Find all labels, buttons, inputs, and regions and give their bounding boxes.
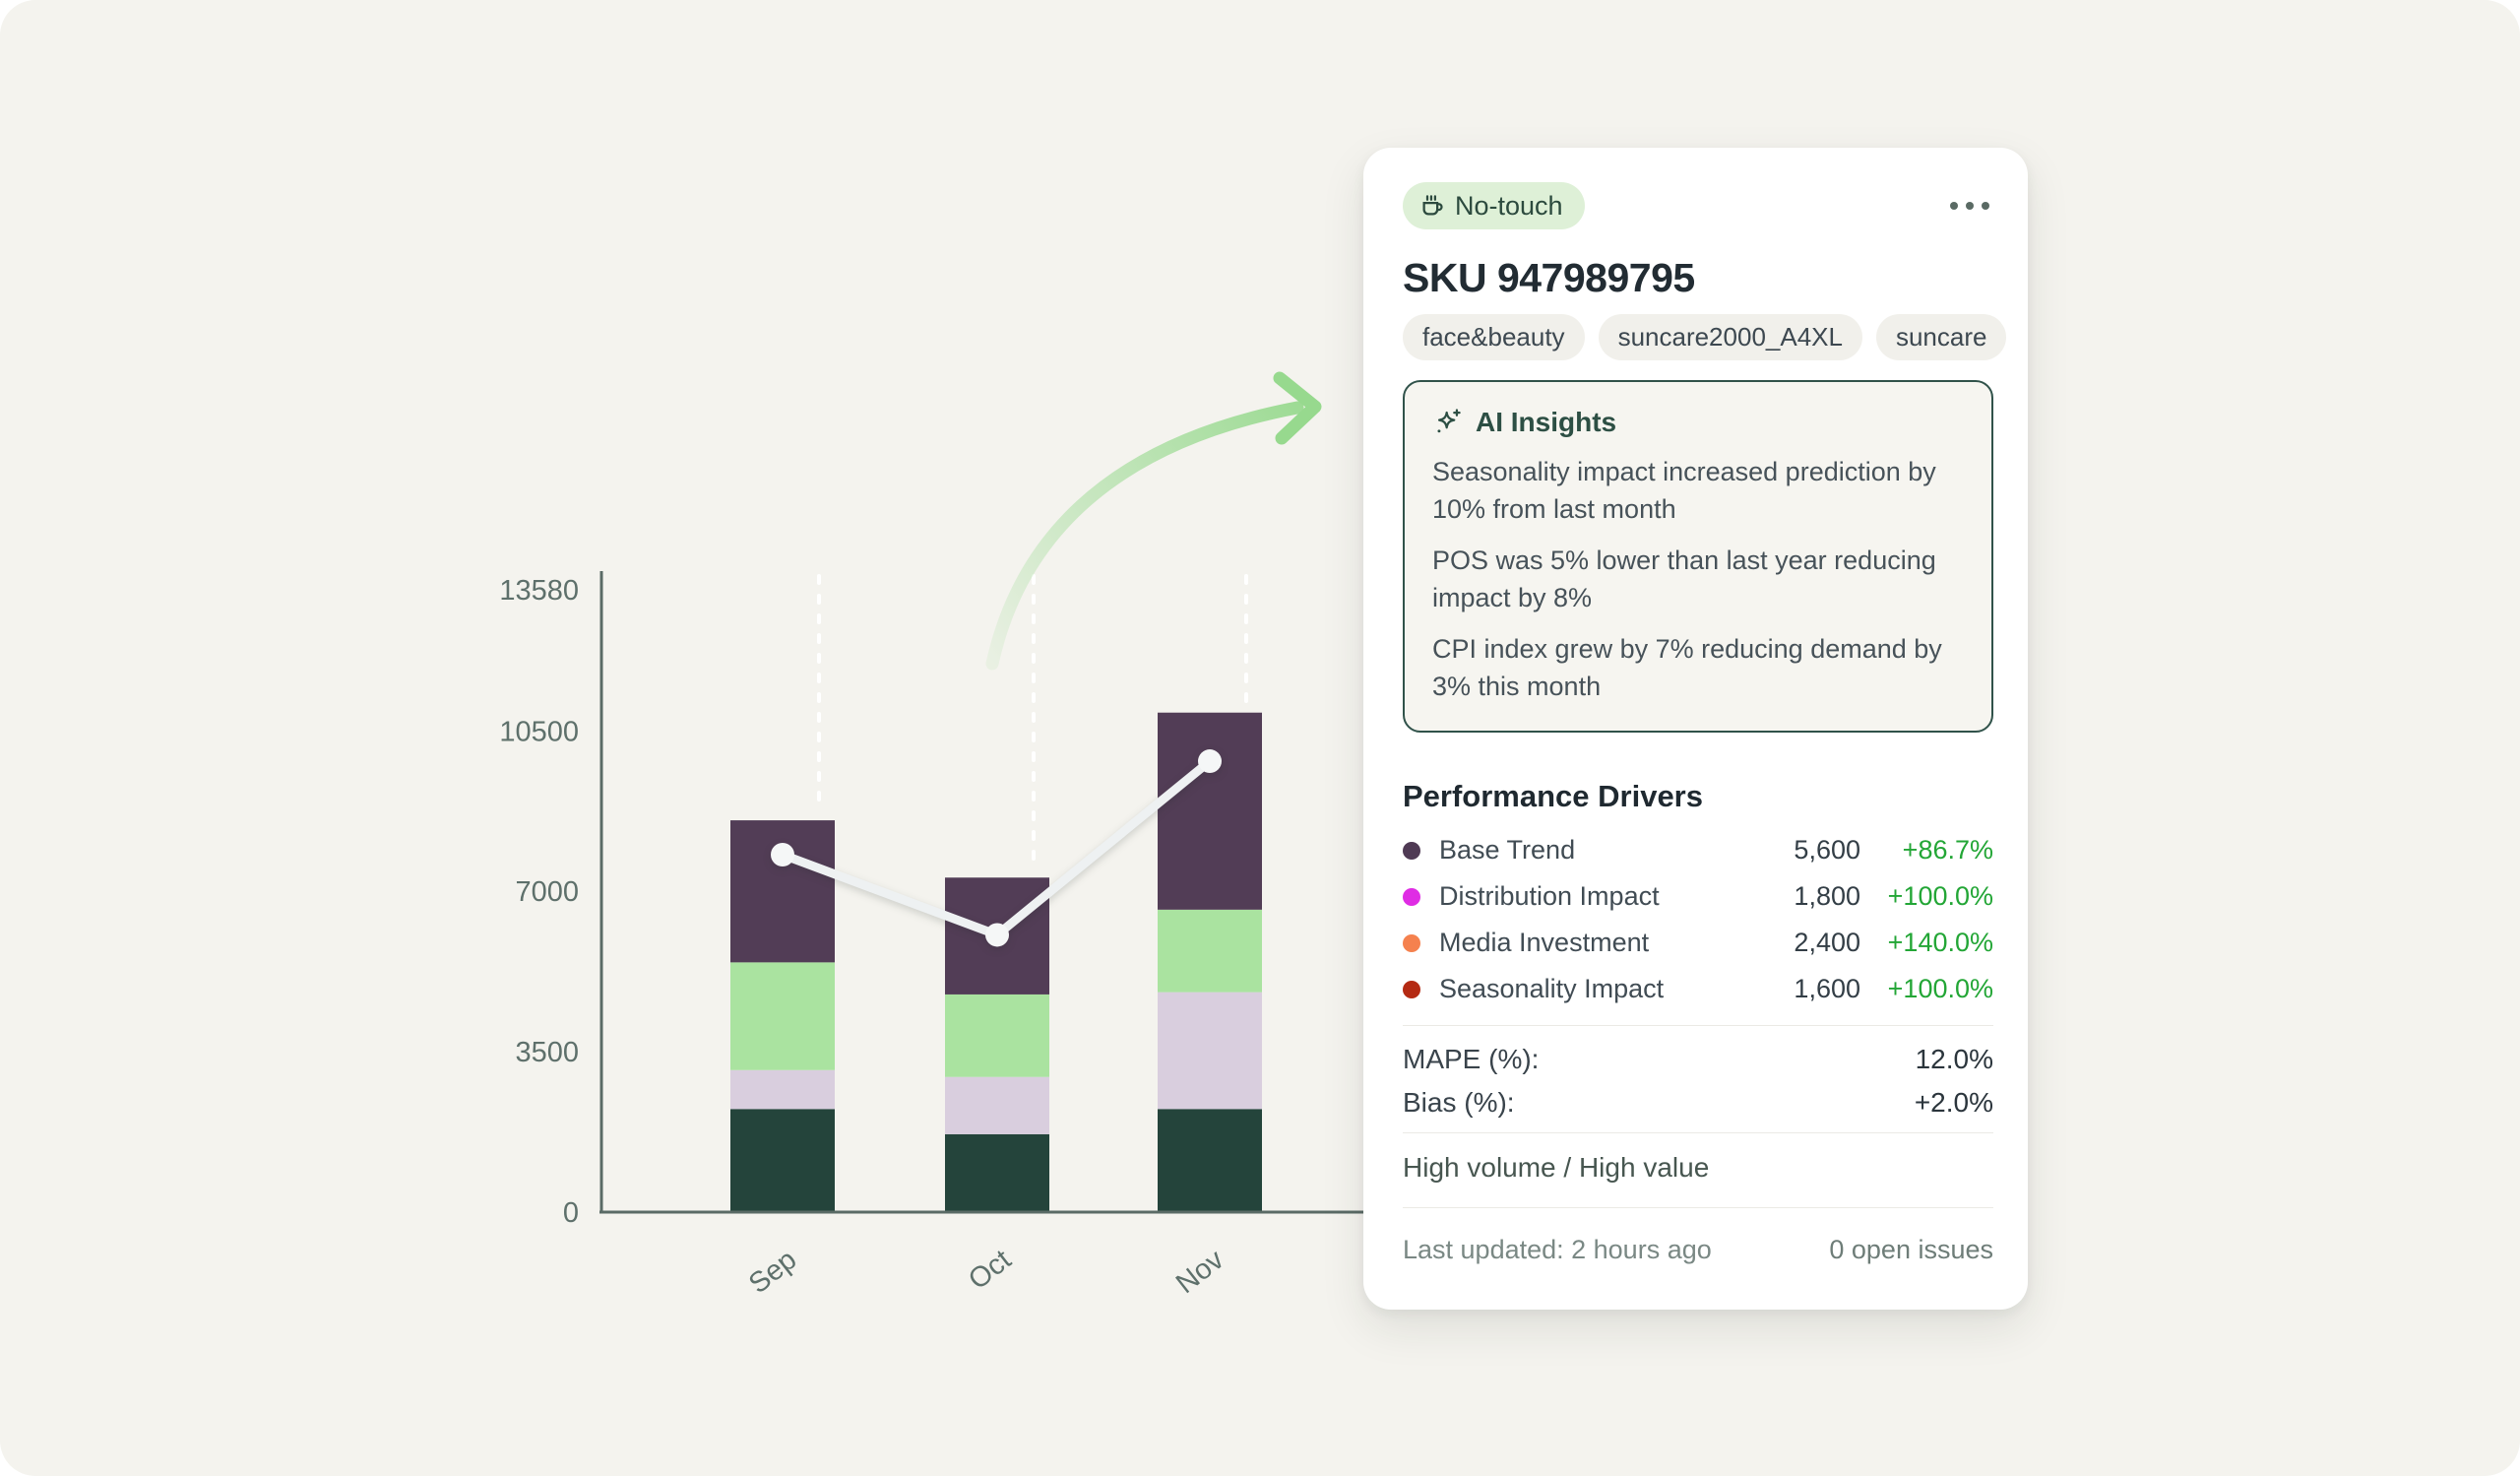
ai-insights-header: AI Insights [1432,406,1964,439]
open-issues-text: 0 open issues [1829,1235,1993,1264]
driver-label: Media Investment [1439,928,1650,957]
bar-nov-segment-light-green [1158,909,1262,993]
coffee-cup-icon [1422,194,1443,215]
driver-label: Base Trend [1439,835,1576,865]
driver-value: 2,400 [1794,928,1860,957]
mape-label: MAPE (%): [1403,1044,1540,1074]
bias-value: +2.0% [1914,1087,1993,1118]
sparkle-icon [1437,409,1461,433]
driver-row: Media Investment 2,400 +140.0% [1403,920,1993,966]
card-footer: Last updated: 2 hours ago 0 open issues [1403,1235,1993,1265]
tag-list: face&beauty suncare2000_A4XL suncare [1403,314,2007,360]
driver-label: Distribution Impact [1439,881,1660,911]
growth-arrow [985,401,1304,671]
tag: face&beauty [1403,314,1585,360]
forecast-line-group [771,749,1222,947]
tag: suncare [1875,314,2007,360]
forecast-line-dot [771,842,794,866]
ellipsis-menu-icon[interactable] [1946,192,1993,220]
driver-label: Seasonality Impact [1439,974,1665,1003]
driver-change-pct: +86.7% [1902,835,1993,865]
no-touch-badge: No-touch [1403,182,1585,229]
page-title: SKU 947989795 [1403,255,1695,300]
bar-sep-segment-dark-green [730,1109,835,1212]
x-tick-label: Nov [1170,1244,1230,1300]
metrics-block: MAPE (%): 12.0% Bias (%): +2.0% [1403,1038,1993,1124]
ai-insight-text: CPI index grew by 7% reducing demand by … [1432,634,1942,701]
bar-nov-segment-lavender [1158,992,1262,1110]
x-tick-label: Sep [743,1244,802,1300]
mape-value: 12.0% [1915,1044,1993,1074]
sku-card: No-touch SKU 947989795 face&beauty suncar… [1363,148,2028,1310]
driver-row: Seasonality Impact 1,600 +100.0% [1403,966,1993,1012]
tag: suncare2000_A4XL [1598,314,1862,360]
driver-dot-icon [1403,841,1420,860]
driver-row: Distribution Impact 1,800 +100.0% [1403,873,1993,920]
driver-dot-icon [1403,980,1420,998]
bar-sep-segment-purple [730,820,835,963]
y-tick-label: 3500 [515,1037,579,1068]
driver-change-pct: +100.0% [1887,974,1993,1003]
driver-row: Base Trend 5,600 +86.7% [1403,827,1993,873]
y-tick-label: 13580 [499,575,579,607]
bar-nov-segment-dark-green [1158,1109,1262,1212]
bar-oct-segment-lavender [945,1076,1049,1134]
driver-value: 5,600 [1794,835,1860,865]
bar-oct-segment-dark-green [945,1133,1049,1212]
driver-dot-icon [1403,887,1420,906]
forecast-line-dot [985,923,1009,947]
divider [1403,1132,1993,1133]
forecast-line-dot [1198,749,1222,774]
ai-insights-panel: AI Insights Seasonality impact increased… [1403,380,1993,733]
divider [1403,1025,1993,1026]
y-tick-label: 7000 [515,876,579,908]
bar-oct-segment-light-green [945,994,1049,1077]
driver-dot-icon [1403,933,1420,952]
performance-drivers-title: Performance Drivers [1403,779,1703,813]
ai-insight-text: Seasonality impact increased prediction … [1432,457,1936,524]
driver-change-pct: +140.0% [1887,928,1993,957]
mape-row: MAPE (%): 12.0% [1403,1038,1993,1081]
bar-nov-segment-purple [1158,712,1262,910]
x-tick-label: Oct [963,1244,1017,1296]
ai-insights-title: AI Insights [1476,407,1617,437]
segment-classification: High volume / High value [1403,1152,1710,1183]
bar-sep-segment-light-green [730,962,835,1070]
badge-label: No-touch [1455,190,1563,221]
driver-change-pct: +100.0% [1887,881,1993,911]
ai-insights-list: Seasonality impact increased prediction … [1432,453,1964,705]
driver-value: 1,800 [1794,881,1860,911]
driver-value: 1,600 [1794,974,1860,1003]
divider [1403,1207,1993,1208]
bar-sep-segment-lavender [730,1069,835,1110]
last-updated-text: Last updated: 2 hours ago [1403,1235,1712,1264]
performance-drivers-list: Base Trend 5,600 +86.7% Distribution Impact… [1403,827,1993,1012]
y-tick-label: 0 [563,1197,579,1229]
y-tick-label: 10500 [499,716,579,747]
bias-row: Bias (%): +2.0% [1403,1081,1993,1124]
ai-insight-text: POS was 5% lower than last year reducing… [1432,545,1936,612]
growth-arrow-head [1273,371,1322,445]
card-header-row: No-touch [1403,182,1993,229]
bias-label: Bias (%): [1403,1087,1515,1118]
